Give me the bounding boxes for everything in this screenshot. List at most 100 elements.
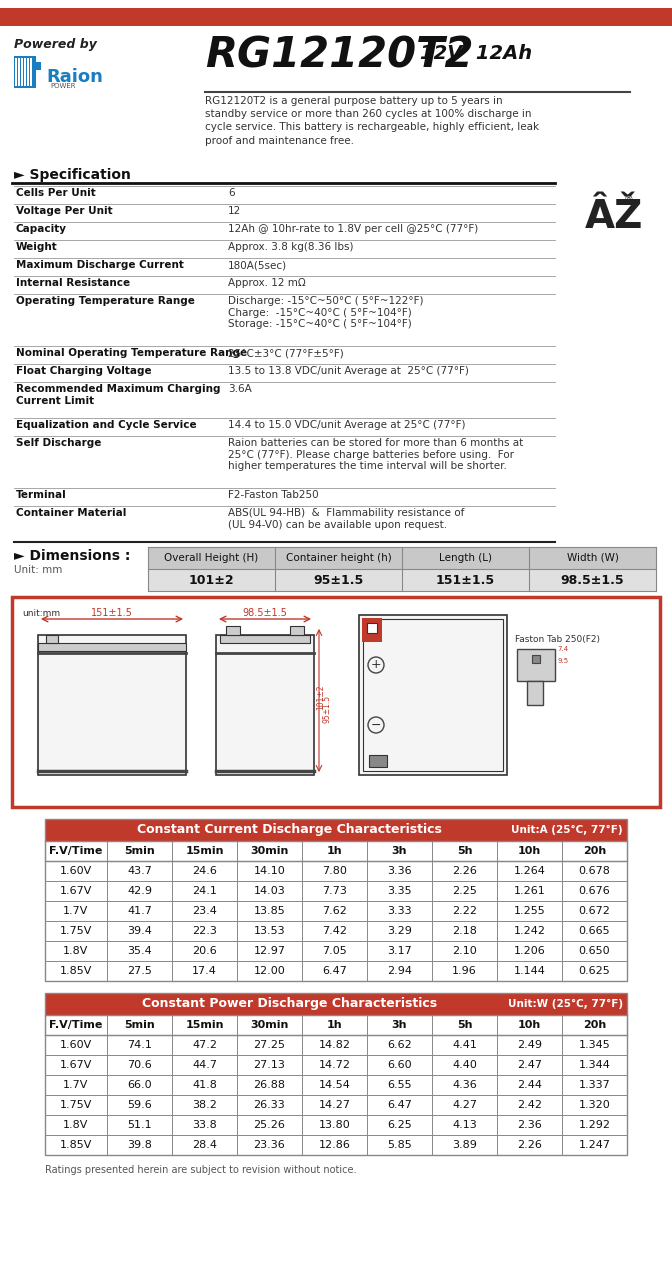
Text: 1.75V: 1.75V	[60, 1100, 92, 1110]
Text: 9.5: 9.5	[557, 658, 568, 664]
Text: 1.337: 1.337	[579, 1080, 610, 1091]
Text: ®: ®	[624, 195, 634, 205]
Bar	[220, 635, 310, 643]
Text: 4.13: 4.13	[452, 1120, 477, 1130]
Text: 47.2: 47.2	[192, 1039, 217, 1050]
Text: 1.264: 1.264	[513, 867, 546, 876]
Text: 24.1: 24.1	[192, 886, 217, 896]
Text: 3.29: 3.29	[387, 925, 412, 936]
Bar	[580, 189, 638, 244]
Text: 1.261: 1.261	[513, 886, 546, 896]
Text: Faston Tab 250(F2): Faston Tab 250(F2)	[515, 635, 600, 644]
Text: 27.5: 27.5	[127, 966, 152, 975]
Text: Operating Temperature Range: Operating Temperature Range	[16, 296, 195, 306]
Bar	[290, 626, 304, 635]
Text: 7.42: 7.42	[322, 925, 347, 936]
Text: 95±1.5: 95±1.5	[323, 695, 331, 723]
Text: Terminal: Terminal	[16, 490, 67, 500]
Text: 3h: 3h	[392, 846, 407, 856]
Text: 44.7: 44.7	[192, 1060, 217, 1070]
Text: 6.62: 6.62	[387, 1039, 412, 1050]
Text: Weight: Weight	[16, 242, 58, 252]
Text: Self Discharge: Self Discharge	[16, 438, 101, 448]
Bar	[45, 861, 627, 881]
Bar	[517, 649, 555, 681]
Text: 15min: 15min	[185, 1020, 224, 1030]
Text: 7.4: 7.4	[557, 646, 568, 652]
Text: 51.1: 51.1	[127, 1120, 152, 1130]
Text: 2.49: 2.49	[517, 1039, 542, 1050]
Bar	[527, 681, 543, 705]
Bar	[45, 1036, 627, 1055]
Bar	[45, 961, 627, 980]
Text: F2-Faston Tab250: F2-Faston Tab250	[228, 490, 319, 500]
Text: 151±1.5: 151±1.5	[91, 608, 133, 618]
Text: Container height (h): Container height (h)	[286, 553, 391, 563]
Bar	[27, 58, 29, 86]
Text: 27.13: 27.13	[253, 1060, 286, 1070]
Text: RG12120T2: RG12120T2	[205, 35, 474, 76]
Bar	[45, 1094, 627, 1115]
Text: ► Specification: ► Specification	[14, 168, 131, 182]
Text: 3.89: 3.89	[452, 1140, 477, 1149]
Text: 74.1: 74.1	[127, 1039, 152, 1050]
Text: 3.17: 3.17	[387, 946, 412, 956]
Text: 0.625: 0.625	[579, 966, 610, 975]
Bar	[18, 58, 20, 86]
Text: 0.665: 0.665	[579, 925, 610, 936]
Text: 12.97: 12.97	[253, 946, 286, 956]
Text: Approx. 12 mΩ: Approx. 12 mΩ	[228, 278, 306, 288]
Text: 6.60: 6.60	[387, 1060, 412, 1070]
Text: 0.672: 0.672	[579, 906, 610, 916]
Text: +: +	[371, 658, 381, 672]
Text: Constant Power Discharge Characteristics: Constant Power Discharge Characteristics	[142, 997, 437, 1010]
Text: 1.344: 1.344	[579, 1060, 610, 1070]
Text: Overall Height (H): Overall Height (H)	[165, 553, 259, 563]
Text: 41.7: 41.7	[127, 906, 152, 916]
Bar	[0, 8, 672, 26]
Text: Nominal Operating Temperature Range: Nominal Operating Temperature Range	[16, 348, 247, 358]
Text: 101±2: 101±2	[189, 573, 235, 586]
Text: 6.25: 6.25	[387, 1120, 412, 1130]
Bar	[45, 993, 627, 1155]
Text: 4.41: 4.41	[452, 1039, 477, 1050]
Bar	[532, 655, 540, 663]
Text: 14.54: 14.54	[319, 1080, 350, 1091]
Text: 1h: 1h	[327, 846, 342, 856]
Text: Approx. 3.8 kg(8.36 lbs): Approx. 3.8 kg(8.36 lbs)	[228, 242, 353, 252]
Text: Length (L): Length (L)	[439, 553, 492, 563]
Text: 3h: 3h	[392, 1020, 407, 1030]
Text: unit:mm: unit:mm	[22, 609, 60, 618]
Bar	[30, 58, 32, 86]
Text: 26.88: 26.88	[253, 1080, 286, 1091]
Text: 20h: 20h	[583, 1020, 606, 1030]
Text: 20.6: 20.6	[192, 946, 217, 956]
Bar	[226, 626, 240, 635]
Text: 5min: 5min	[124, 846, 155, 856]
Text: 1.247: 1.247	[579, 1140, 610, 1149]
Text: Maximum Discharge Current: Maximum Discharge Current	[16, 260, 184, 270]
Text: 2.47: 2.47	[517, 1060, 542, 1070]
Bar	[24, 58, 26, 86]
Text: POWER: POWER	[50, 83, 75, 90]
Bar	[45, 841, 627, 861]
Text: Unit: mm: Unit: mm	[14, 564, 62, 575]
Bar	[45, 819, 627, 980]
Bar	[45, 1075, 627, 1094]
Text: 20h: 20h	[583, 846, 606, 856]
Text: 13.80: 13.80	[319, 1120, 350, 1130]
Bar	[36, 61, 41, 70]
Text: 1.85V: 1.85V	[60, 1140, 92, 1149]
Text: 14.72: 14.72	[319, 1060, 351, 1070]
Text: 3.36: 3.36	[387, 867, 412, 876]
Bar	[362, 618, 382, 643]
Text: Ratings presented herein are subject to revision without notice.: Ratings presented herein are subject to …	[45, 1165, 357, 1175]
Text: Raion batteries can be stored for more than 6 months at
25°C (77°F). Please char: Raion batteries can be stored for more t…	[228, 438, 523, 471]
Text: 43.7: 43.7	[127, 867, 152, 876]
Text: Voltage Per Unit: Voltage Per Unit	[16, 206, 113, 216]
Text: 12.00: 12.00	[253, 966, 286, 975]
Text: Capacity: Capacity	[16, 224, 67, 234]
Text: −: −	[371, 718, 381, 731]
Text: Recommended Maximum Charging
Current Limit: Recommended Maximum Charging Current Lim…	[16, 384, 220, 406]
Text: 3.33: 3.33	[387, 906, 412, 916]
